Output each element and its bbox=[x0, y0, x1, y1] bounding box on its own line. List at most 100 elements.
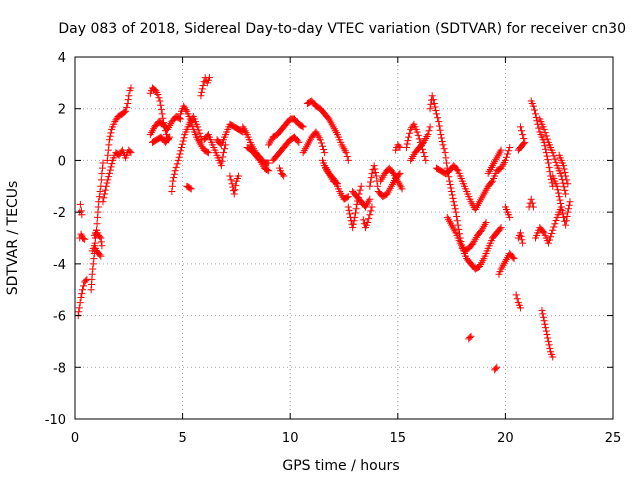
data-point bbox=[264, 166, 272, 174]
data-point bbox=[343, 153, 351, 161]
data-point bbox=[435, 122, 443, 130]
data-point bbox=[510, 255, 518, 263]
data-point bbox=[97, 252, 105, 260]
data-point bbox=[415, 135, 423, 143]
data-point bbox=[99, 159, 107, 167]
data-point bbox=[414, 131, 422, 139]
data-point bbox=[539, 228, 547, 236]
data-point bbox=[443, 159, 451, 167]
data-point bbox=[557, 200, 565, 208]
data-point bbox=[90, 255, 98, 263]
data-point bbox=[159, 114, 167, 122]
data-point bbox=[230, 190, 238, 198]
data-point bbox=[177, 147, 185, 155]
data-point bbox=[514, 146, 522, 154]
data-point bbox=[447, 184, 455, 192]
data-point bbox=[557, 203, 565, 211]
data-point bbox=[513, 295, 521, 303]
data-point bbox=[169, 177, 177, 185]
data-point bbox=[425, 127, 433, 135]
data-point bbox=[530, 106, 538, 114]
data-point bbox=[165, 134, 173, 142]
data-point bbox=[543, 331, 551, 339]
data-point bbox=[105, 169, 113, 177]
data-point bbox=[506, 144, 514, 151]
data-point bbox=[279, 171, 287, 179]
data-point bbox=[172, 163, 180, 171]
plot-frame bbox=[74, 56, 614, 420]
y-axis-label: SDTVAR / TECUs bbox=[5, 181, 21, 296]
data-point bbox=[428, 92, 436, 100]
y-tick-label: -4 bbox=[53, 258, 66, 273]
data-point bbox=[504, 150, 512, 158]
data-point bbox=[435, 118, 443, 126]
data-point bbox=[515, 145, 523, 153]
data-point bbox=[173, 160, 181, 168]
data-point bbox=[559, 210, 567, 218]
data-point bbox=[107, 129, 115, 137]
data-point bbox=[396, 144, 404, 151]
x-tick-label: 15 bbox=[390, 431, 407, 446]
data-point bbox=[103, 156, 111, 164]
data-point bbox=[218, 157, 226, 165]
data-point bbox=[188, 122, 196, 130]
data-point bbox=[538, 306, 546, 314]
data-point bbox=[127, 149, 135, 157]
data-point bbox=[178, 144, 186, 151]
data-point bbox=[424, 131, 432, 139]
data-point bbox=[342, 149, 350, 157]
data-point bbox=[517, 232, 525, 240]
data-point bbox=[497, 224, 505, 232]
y-tick-label: -6 bbox=[53, 310, 66, 325]
data-point bbox=[359, 216, 367, 224]
data-point bbox=[295, 138, 303, 146]
data-point bbox=[396, 169, 404, 177]
data-point bbox=[155, 94, 163, 102]
data-point bbox=[487, 178, 495, 186]
y-tick-label: -2 bbox=[53, 206, 66, 221]
data-point bbox=[437, 131, 445, 139]
data-point bbox=[544, 337, 552, 345]
x-tick-label: 25 bbox=[605, 431, 622, 446]
data-point bbox=[104, 146, 112, 154]
data-point bbox=[560, 162, 568, 170]
data-point bbox=[453, 165, 461, 173]
data-point bbox=[564, 208, 572, 216]
data-point bbox=[549, 353, 557, 361]
data-point bbox=[154, 90, 162, 98]
x-tick-label: 5 bbox=[178, 431, 186, 446]
data-point bbox=[492, 365, 500, 373]
data-point bbox=[467, 332, 475, 340]
data-point bbox=[512, 291, 520, 299]
data-point bbox=[97, 176, 105, 184]
data-point bbox=[365, 215, 373, 223]
data-point bbox=[182, 106, 190, 114]
data-point bbox=[89, 260, 97, 268]
data-point bbox=[516, 304, 524, 312]
data-point bbox=[551, 155, 559, 163]
data-point bbox=[518, 127, 526, 135]
data-point bbox=[552, 158, 560, 166]
data-point bbox=[82, 277, 90, 285]
data-point bbox=[316, 136, 324, 144]
data-point bbox=[356, 186, 364, 194]
data-point bbox=[554, 186, 562, 194]
data-point bbox=[105, 173, 113, 181]
data-point bbox=[104, 151, 112, 159]
data-point bbox=[198, 88, 206, 96]
data-point bbox=[544, 156, 552, 164]
data-point bbox=[371, 165, 379, 173]
data-point bbox=[332, 179, 340, 187]
data-point bbox=[550, 152, 558, 160]
data-point bbox=[453, 217, 461, 225]
y-tick-label: -8 bbox=[53, 361, 66, 376]
data-point bbox=[554, 189, 562, 197]
data-point bbox=[235, 172, 243, 180]
data-point bbox=[320, 145, 328, 153]
data-point bbox=[368, 169, 376, 177]
data-point bbox=[546, 236, 554, 244]
chart-title: Day 083 of 2018, Sidereal Day-to-day VTE… bbox=[58, 21, 626, 37]
data-point bbox=[431, 103, 439, 111]
data-point bbox=[545, 341, 553, 349]
data-point bbox=[180, 134, 188, 142]
